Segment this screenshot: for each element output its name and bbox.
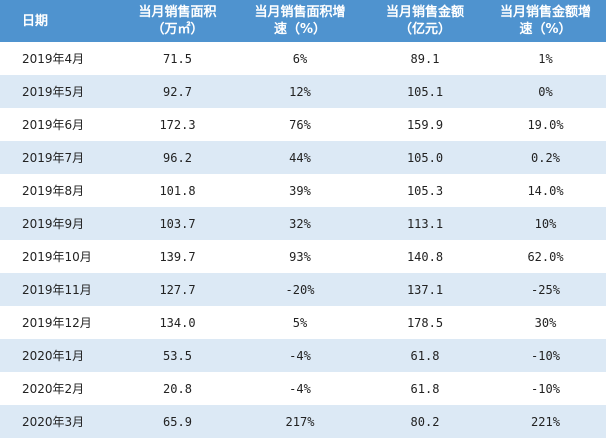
table-cell: 113.1 [365, 207, 485, 240]
header-cell: 当月销售面积 （万㎡） [120, 0, 235, 42]
table-cell: 80.2 [365, 405, 485, 438]
header-text: 日期 [22, 13, 49, 29]
table-cell: 53.5 [120, 339, 235, 372]
table-cell: 61.8 [365, 339, 485, 372]
table-cell: 0.2% [485, 141, 606, 174]
table-cell: 139.7 [159, 249, 196, 264]
table-cell: 103.7 [120, 207, 235, 240]
table-cell: 92.7 [120, 75, 235, 108]
header-text: （万㎡） [151, 22, 204, 37]
table-cell: 14.0% [527, 183, 564, 198]
table-cell: 61.8 [410, 381, 440, 396]
table-cell: 2019年12月 [22, 316, 92, 330]
table-cell: 65.9 [120, 405, 235, 438]
table-cell: 39% [289, 183, 311, 198]
table-cell: 96.2 [120, 141, 235, 174]
table-row: 2020年3月 65.9 217% 80.2 221% [0, 405, 606, 438]
table-cell: 127.7 [120, 273, 235, 306]
table-cell: 172.3 [159, 117, 196, 132]
table-cell: 0% [485, 75, 606, 108]
table-row: 2019年9月 103.7 32% 113.1 10% [0, 207, 606, 240]
table-cell: 62.0% [527, 249, 564, 264]
table-cell: 2020年2月 [22, 382, 85, 396]
table-cell: 2019年8月 [22, 184, 85, 198]
table-cell: 105.3 [406, 183, 444, 198]
table-cell: 105.0 [365, 141, 485, 174]
table-cell: 105.1 [365, 75, 485, 108]
table-cell: 134.0 [159, 315, 196, 330]
table-cell: 76% [289, 117, 311, 132]
table-cell: 20.8 [163, 381, 192, 396]
table-cell: 32% [235, 207, 365, 240]
table-cell: 217% [235, 405, 365, 438]
table-row: 2019年7月 96.2 44% 105.0 0.2% [0, 141, 606, 174]
table-body: 2019年4月 71.5 6% 89.1 1% 2019年5月 92.7 12% 105.1 0%… [0, 42, 606, 438]
table-cell: 12% [235, 75, 365, 108]
table-cell: -4% [235, 339, 365, 372]
table-cell: 2019年11月 [0, 273, 120, 306]
table-cell: -4% [289, 381, 311, 396]
table-row: 2019年10月 139.7 93% 140.8 62.0% [0, 240, 606, 273]
table-cell: 2020年1月 [0, 339, 120, 372]
header-text: （亿元） [398, 22, 451, 37]
table-cell: 2020年3月 [0, 405, 120, 438]
table-cell: 89.1 [410, 51, 440, 66]
table-cell: 19.0% [527, 117, 564, 132]
table-row: 2020年1月 53.5 -4% 61.8 -10% [0, 339, 606, 372]
table-row: 2019年11月 127.7 -20% 137.1 -25% [0, 273, 606, 306]
table-cell: 2019年7月 [0, 141, 120, 174]
table-cell: -10% [485, 339, 606, 372]
header-text: 速（%） [273, 22, 327, 37]
table-cell: 71.5 [163, 51, 192, 66]
header-cell: 当月销售面积增 速（%） [235, 0, 365, 42]
header-text: 当月销售面积增 [254, 5, 346, 20]
table-row: 2019年12月 134.0 5% 178.5 30% [0, 306, 606, 339]
table-cell: 1% [538, 51, 553, 66]
header-cell: 当月销售金额 （亿元） [365, 0, 485, 42]
table-cell: 30% [534, 315, 557, 330]
header-text: 当月销售面积 [138, 5, 217, 20]
table-cell: 221% [485, 405, 606, 438]
header-text: 当月销售金额 [385, 5, 464, 20]
table-cell: 178.5 [406, 315, 444, 330]
table-cell: 101.8 [159, 183, 196, 198]
table-cell: -10% [531, 381, 560, 396]
table-row: 2019年8月 101.8 39% 105.3 14.0% [0, 174, 606, 207]
table-cell: 2019年9月 [0, 207, 120, 240]
table-cell: 137.1 [365, 273, 485, 306]
table-cell: 2019年4月 [22, 52, 85, 66]
table-cell: 93% [289, 249, 311, 264]
header-cell: 当月销售金额增 速（%） [485, 0, 606, 42]
table-cell: 2019年10月 [22, 250, 92, 264]
table-row: 2019年4月 71.5 6% 89.1 1% [0, 42, 606, 75]
table-cell: 2019年5月 [0, 75, 120, 108]
table-row: 2019年5月 92.7 12% 105.1 0% [0, 75, 606, 108]
table-cell: -25% [485, 273, 606, 306]
table-cell: 10% [485, 207, 606, 240]
header-text: 当月销售金额增 [499, 5, 591, 20]
table-cell: -20% [235, 273, 365, 306]
table-row: 2020年2月 20.8 -4% 61.8 -10% [0, 372, 606, 405]
header-cell: 日期 [0, 0, 120, 42]
table-cell: 5% [292, 315, 308, 330]
header-text: 速（%） [519, 22, 572, 37]
header-row: 日期 当月销售面积 （万㎡） 当月销售面积增 速（%） 当月销售金额 （亿元） 当月销售金额增… [0, 0, 606, 42]
table-cell: 2019年6月 [22, 118, 85, 132]
table-cell: 140.8 [406, 249, 444, 264]
table-cell: 159.9 [406, 117, 444, 132]
table-row: 2019年6月 172.3 76% 159.9 19.0% [0, 108, 606, 141]
table-cell: 44% [235, 141, 365, 174]
table-cell: 6% [292, 51, 308, 66]
